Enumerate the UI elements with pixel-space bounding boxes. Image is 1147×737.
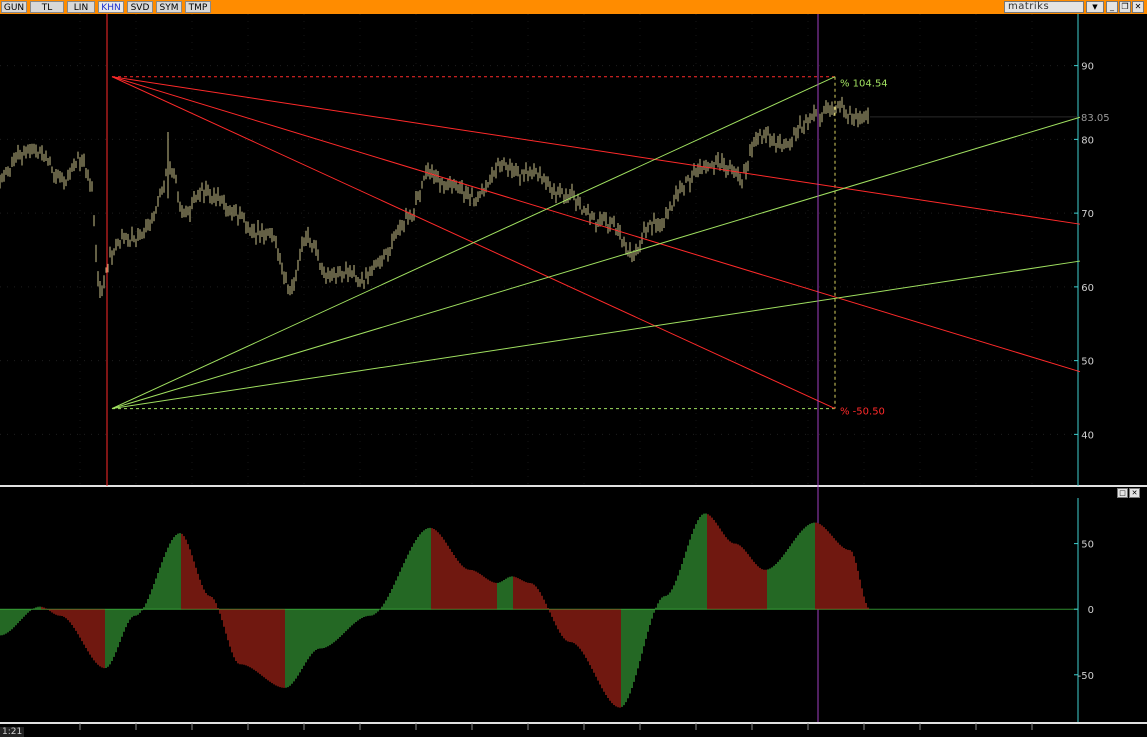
osc-y-tick-label: -50 bbox=[1078, 671, 1094, 682]
panel-close-icon[interactable]: ✕ bbox=[1129, 488, 1140, 498]
fan-line-green bbox=[111, 260, 1081, 410]
minimize-icon[interactable]: _ bbox=[1106, 1, 1118, 13]
panel-restore-icon[interactable]: □ bbox=[1117, 488, 1128, 498]
price-y-tick-label: 60 bbox=[1081, 283, 1094, 294]
tab-tmp[interactable]: TMP bbox=[185, 1, 211, 13]
tab-khn[interactable]: KHN bbox=[98, 1, 124, 13]
lower-percent-label: % -50.50 bbox=[840, 407, 885, 418]
price-y-tick-label: 80 bbox=[1081, 135, 1094, 146]
price-y-tick-label: 40 bbox=[1081, 430, 1094, 441]
restore-icon[interactable]: ❐ bbox=[1119, 1, 1131, 13]
fan-line-red bbox=[111, 76, 1081, 225]
osc-y-tick-label: 0 bbox=[1088, 605, 1094, 616]
oscillator-bars bbox=[0, 513, 869, 708]
osc-y-tick-label: 50 bbox=[1081, 540, 1094, 551]
close-icon[interactable]: ✕ bbox=[1132, 1, 1144, 13]
tab-svd[interactable]: SVD bbox=[127, 1, 153, 13]
price-y-tick-label: 70 bbox=[1081, 209, 1094, 220]
tab-tl[interactable]: TL bbox=[30, 1, 64, 13]
top-toolbar bbox=[0, 0, 1147, 14]
tab-gun[interactable]: GUN bbox=[1, 1, 27, 13]
tab-lin[interactable]: LIN bbox=[67, 1, 95, 13]
triangle-down-icon[interactable]: ▼ bbox=[1086, 1, 1104, 13]
tab-sym[interactable]: SYM bbox=[156, 1, 182, 13]
fan-line-green bbox=[111, 76, 836, 410]
upper-percent-label: % 104.54 bbox=[840, 79, 888, 90]
brand-selector[interactable]: matriks bbox=[1004, 1, 1084, 13]
price-candles bbox=[0, 96, 869, 299]
price-y-tick-label: 50 bbox=[1081, 357, 1094, 368]
price-y-tick-label: 90 bbox=[1081, 62, 1094, 73]
time-readout: 1:21 bbox=[0, 727, 25, 737]
fan-line-green bbox=[111, 116, 1081, 410]
last-price-label: 83.05 bbox=[1081, 113, 1110, 124]
fan-line-red bbox=[111, 76, 1081, 373]
